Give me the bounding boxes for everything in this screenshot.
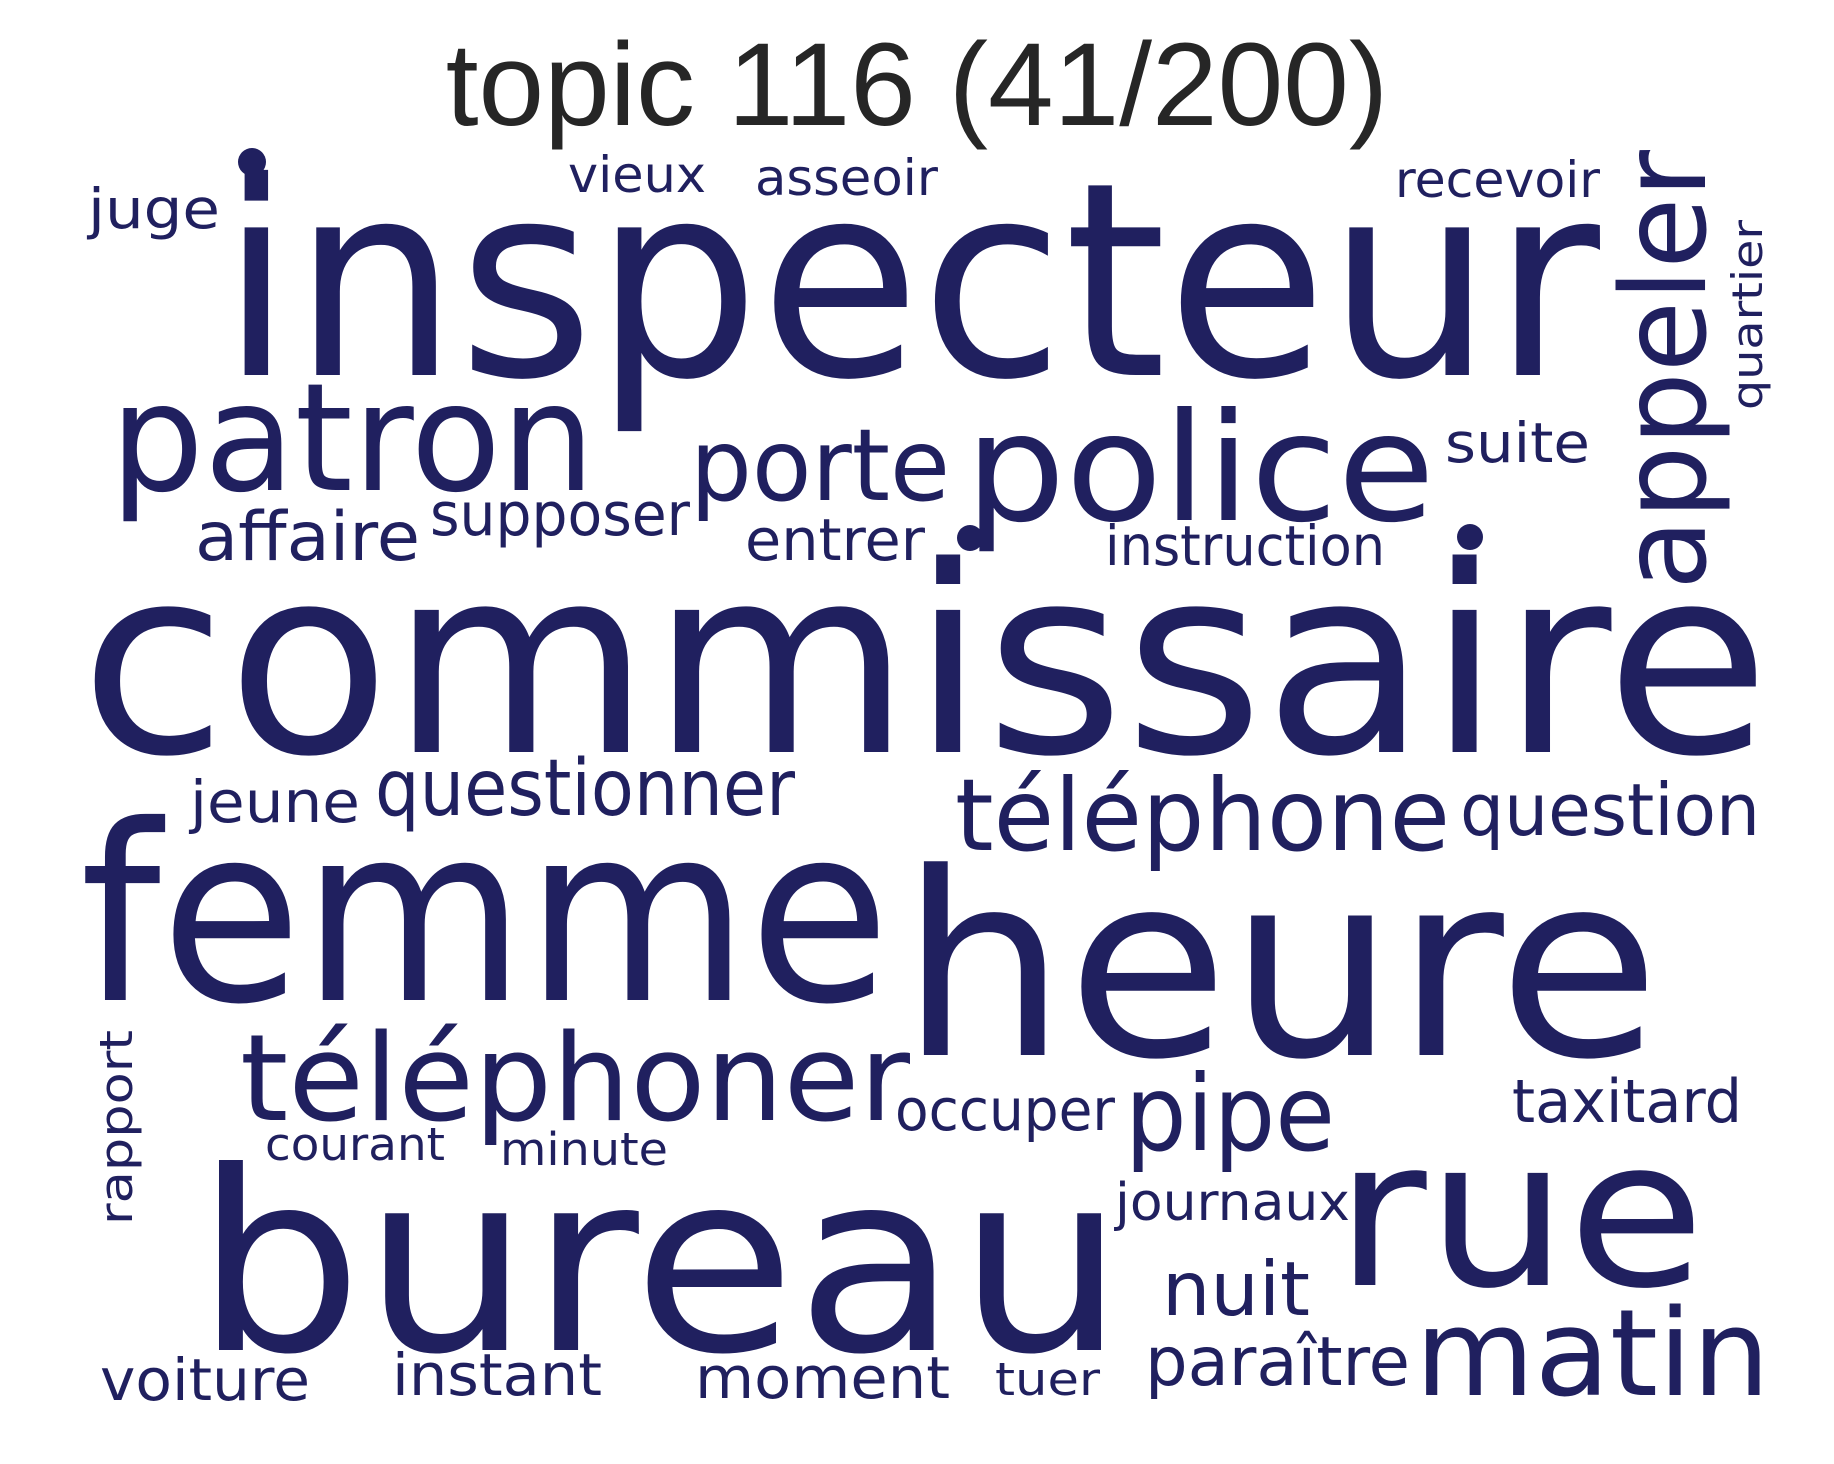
word-4: heure xyxy=(900,819,1660,1116)
word-36: rapport xyxy=(90,1030,143,1225)
word-6: rue xyxy=(1335,1096,1705,1334)
word-2: commissaire xyxy=(80,512,1770,814)
word-31: juge xyxy=(87,177,220,241)
word-17: nuit xyxy=(1162,1245,1310,1333)
word-18: paraître xyxy=(1145,1323,1410,1402)
word-23: taxitard xyxy=(1512,1067,1742,1137)
word-28: instant xyxy=(392,1341,602,1409)
word-20: supposer xyxy=(430,480,690,550)
word-29: voiture xyxy=(100,1346,310,1414)
word-13: porte xyxy=(690,407,950,524)
word-9: téléphoner xyxy=(240,1010,911,1149)
word-3: femme xyxy=(80,773,890,1058)
word-5: bureau xyxy=(195,1118,1125,1409)
word-32: vieux xyxy=(568,146,706,204)
word-1: inspecteur xyxy=(220,124,1603,439)
word-25: journaux xyxy=(1114,1173,1350,1233)
word-37: courant xyxy=(265,1118,445,1171)
word-8: patron xyxy=(110,352,595,526)
word-22: instruction xyxy=(1105,514,1385,578)
word-34: recevoir xyxy=(1395,151,1600,209)
word-21: entrer xyxy=(745,506,925,574)
word-19: affaire xyxy=(195,498,420,577)
word-26: jeune xyxy=(188,768,360,836)
word-15: questionner xyxy=(375,744,796,834)
stray-dot-3 xyxy=(1457,524,1483,550)
word-33: asseoir xyxy=(755,149,938,207)
word-38: minute xyxy=(500,1123,668,1176)
word-14: pipe xyxy=(1125,1053,1335,1175)
word-12: matin xyxy=(1415,1285,1770,1424)
word-39: tuer xyxy=(995,1353,1101,1406)
word-27: moment xyxy=(695,1344,950,1412)
word-10: appeler xyxy=(1595,150,1733,590)
stray-dot-1 xyxy=(238,148,266,176)
word-35: quartier xyxy=(1723,219,1772,410)
figure-title: topic 116 (41/200) xyxy=(445,19,1389,151)
word-24: occuper xyxy=(895,1076,1115,1144)
word-30: suite xyxy=(1445,411,1590,475)
stray-dot-2 xyxy=(957,525,983,551)
word-11: téléphone xyxy=(955,757,1450,874)
word-16: question xyxy=(1460,768,1760,852)
word-7: police xyxy=(965,382,1435,556)
